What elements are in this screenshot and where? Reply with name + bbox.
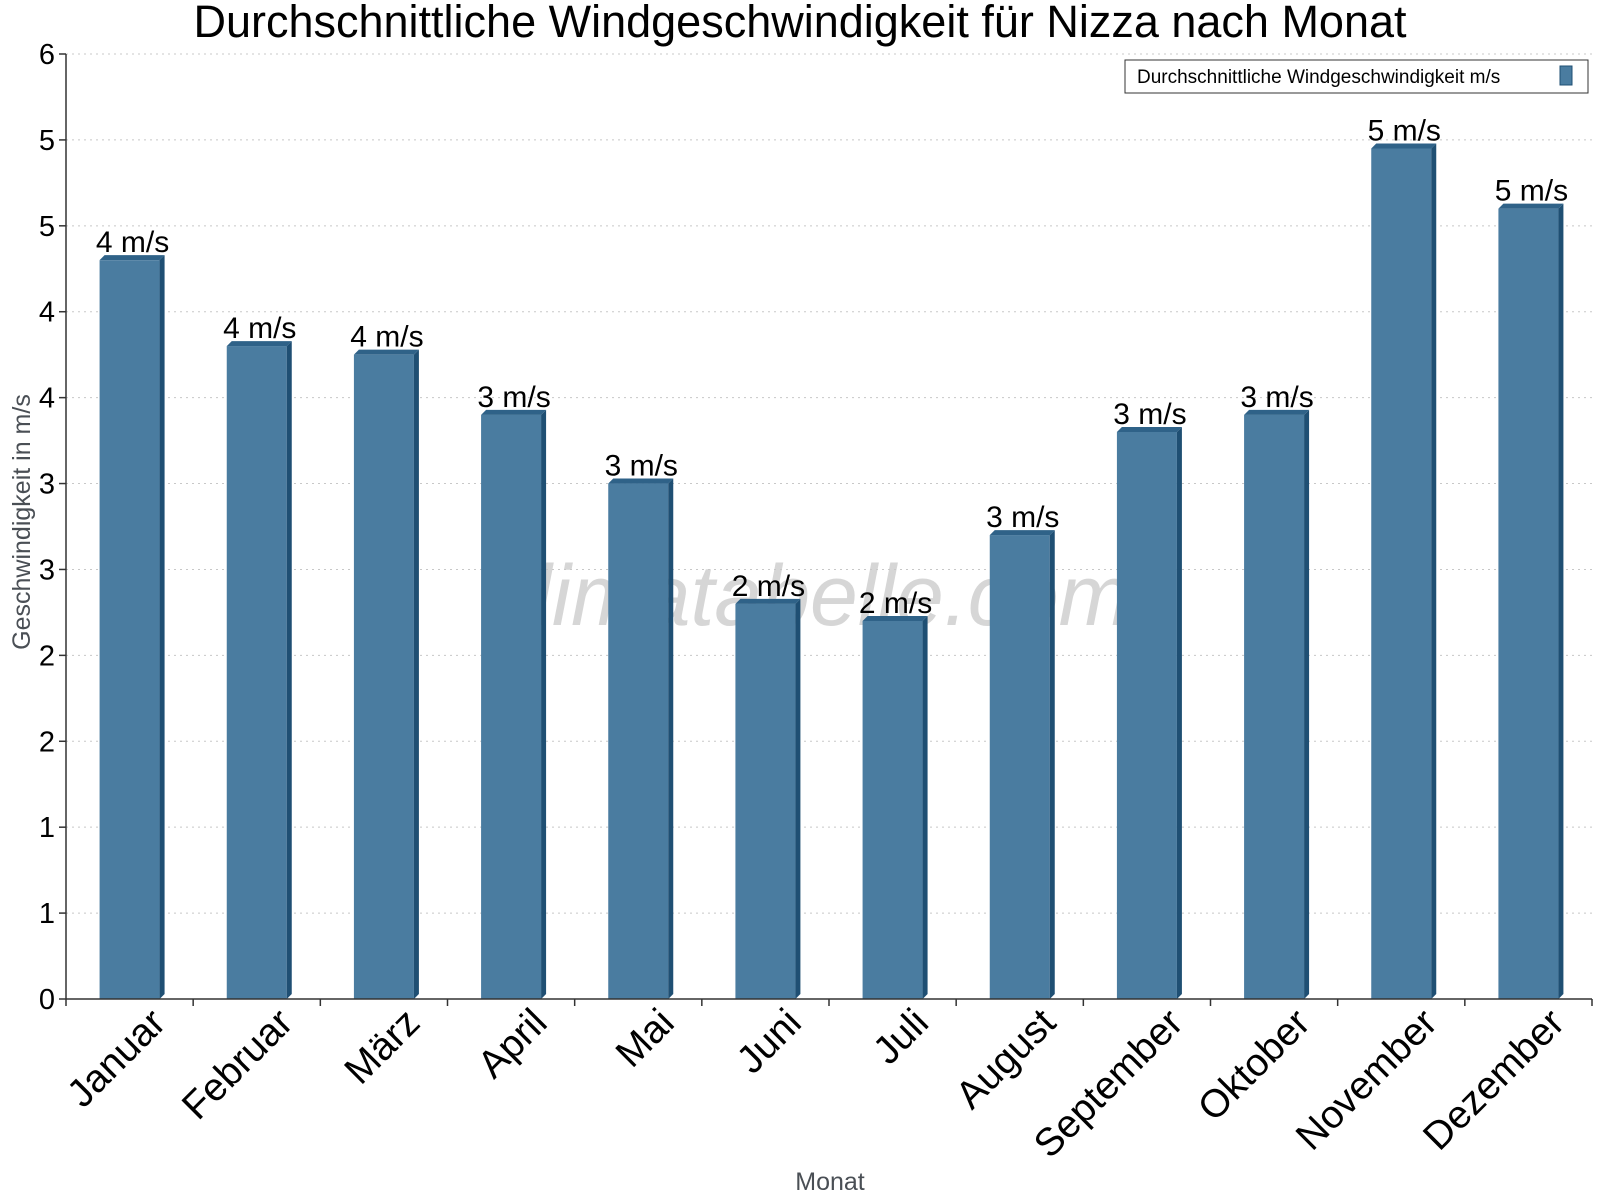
- bar-top: [353, 349, 419, 355]
- y-tick-label: 0: [39, 984, 55, 1016]
- y-tick-label: 1: [39, 812, 55, 844]
- x-tick-label: August: [948, 1001, 1064, 1117]
- bar-side: [922, 616, 928, 999]
- data-label: 4 m/s: [350, 321, 423, 354]
- data-label: 3 m/s: [986, 501, 1059, 534]
- legend-box: [1124, 59, 1589, 94]
- chart-title: Durchschnittliche Windgeschwindigkeit fü…: [193, 0, 1407, 47]
- x-tick-label: Mai: [608, 1001, 683, 1076]
- bar: [608, 483, 669, 1000]
- bar-top: [1498, 203, 1564, 209]
- data-label: 2 m/s: [859, 587, 932, 620]
- bar-side: [668, 478, 674, 1000]
- x-tick-label: Oktober: [1190, 1001, 1319, 1130]
- y-axis-title: Geschwindigkeit in m/s: [8, 394, 36, 650]
- bar: [862, 621, 923, 999]
- bar-side: [159, 255, 165, 999]
- data-label: 2 m/s: [732, 570, 805, 603]
- x-axis-title: Monat: [795, 1168, 865, 1196]
- legend-label: Durchschnittliche Windgeschwindigkeit m/…: [1137, 67, 1500, 88]
- grid-lines: [66, 53, 1592, 914]
- bar-side: [1049, 530, 1055, 999]
- bar: [989, 535, 1050, 999]
- bar-top: [1371, 143, 1437, 149]
- bar: [1371, 148, 1432, 999]
- y-tick-label: 4: [39, 297, 55, 329]
- y-tick-label: 5: [39, 125, 55, 157]
- bar-top: [99, 255, 165, 261]
- x-tick-label: Februar: [174, 1001, 301, 1128]
- legend: Durchschnittliche Windgeschwindigkeit m/…: [1124, 59, 1589, 94]
- bar-side: [413, 349, 419, 999]
- x-tick-label: Juli: [865, 1001, 937, 1073]
- bar-side: [1431, 143, 1437, 999]
- y-tick-label: 3: [39, 554, 55, 586]
- data-label: 3 m/s: [1240, 381, 1313, 414]
- data-label: 4 m/s: [96, 226, 169, 259]
- bar: [735, 603, 796, 999]
- bar: [481, 414, 542, 999]
- y-tick-label: 5: [39, 211, 55, 243]
- bar: [1244, 414, 1305, 999]
- x-tick-label: Januar: [59, 1001, 174, 1116]
- bar: [1498, 208, 1559, 1000]
- y-tick-label: 2: [39, 726, 55, 758]
- data-label: 3 m/s: [477, 381, 550, 414]
- y-tick-label: 1: [39, 898, 55, 930]
- bar-top: [989, 530, 1055, 536]
- data-label: 4 m/s: [223, 312, 296, 345]
- bar-top: [608, 478, 674, 484]
- data-label: 5 m/s: [1368, 115, 1441, 148]
- bar: [353, 354, 414, 999]
- bar: [1116, 432, 1177, 999]
- x-tick-label: Juni: [729, 1001, 810, 1082]
- bar-top: [1244, 409, 1310, 415]
- y-tick-label: 2: [39, 640, 55, 672]
- bars: [99, 143, 1564, 1000]
- bar-side: [541, 409, 547, 999]
- x-tick-label: April: [470, 1001, 556, 1087]
- y-tick-label: 4: [39, 383, 55, 415]
- bar-top: [735, 598, 801, 604]
- bar: [99, 260, 160, 999]
- legend-swatch: [1559, 65, 1573, 86]
- bar-side: [1558, 203, 1564, 1000]
- bar: [226, 346, 287, 999]
- bar-side: [1176, 427, 1182, 999]
- bar-side: [286, 341, 292, 999]
- bar-side: [795, 598, 801, 999]
- data-label: 3 m/s: [605, 450, 678, 483]
- bar-top: [226, 341, 292, 347]
- y-tick-label: 3: [39, 469, 55, 501]
- x-tick-label: März: [337, 1001, 429, 1093]
- data-label: 3 m/s: [1113, 398, 1186, 431]
- y-tick-label: 6: [39, 39, 55, 71]
- bar-top: [481, 409, 547, 415]
- bar-top: [1116, 427, 1182, 432]
- data-label: 5 m/s: [1495, 175, 1568, 208]
- bar-top: [862, 616, 928, 621]
- bar-side: [1304, 409, 1310, 999]
- data-labels: 4 m/s 4 m/s 4 m/s 3 m/s 3 m/s 2 m/s 2 m/s 3 m/s…: [96, 115, 1568, 621]
